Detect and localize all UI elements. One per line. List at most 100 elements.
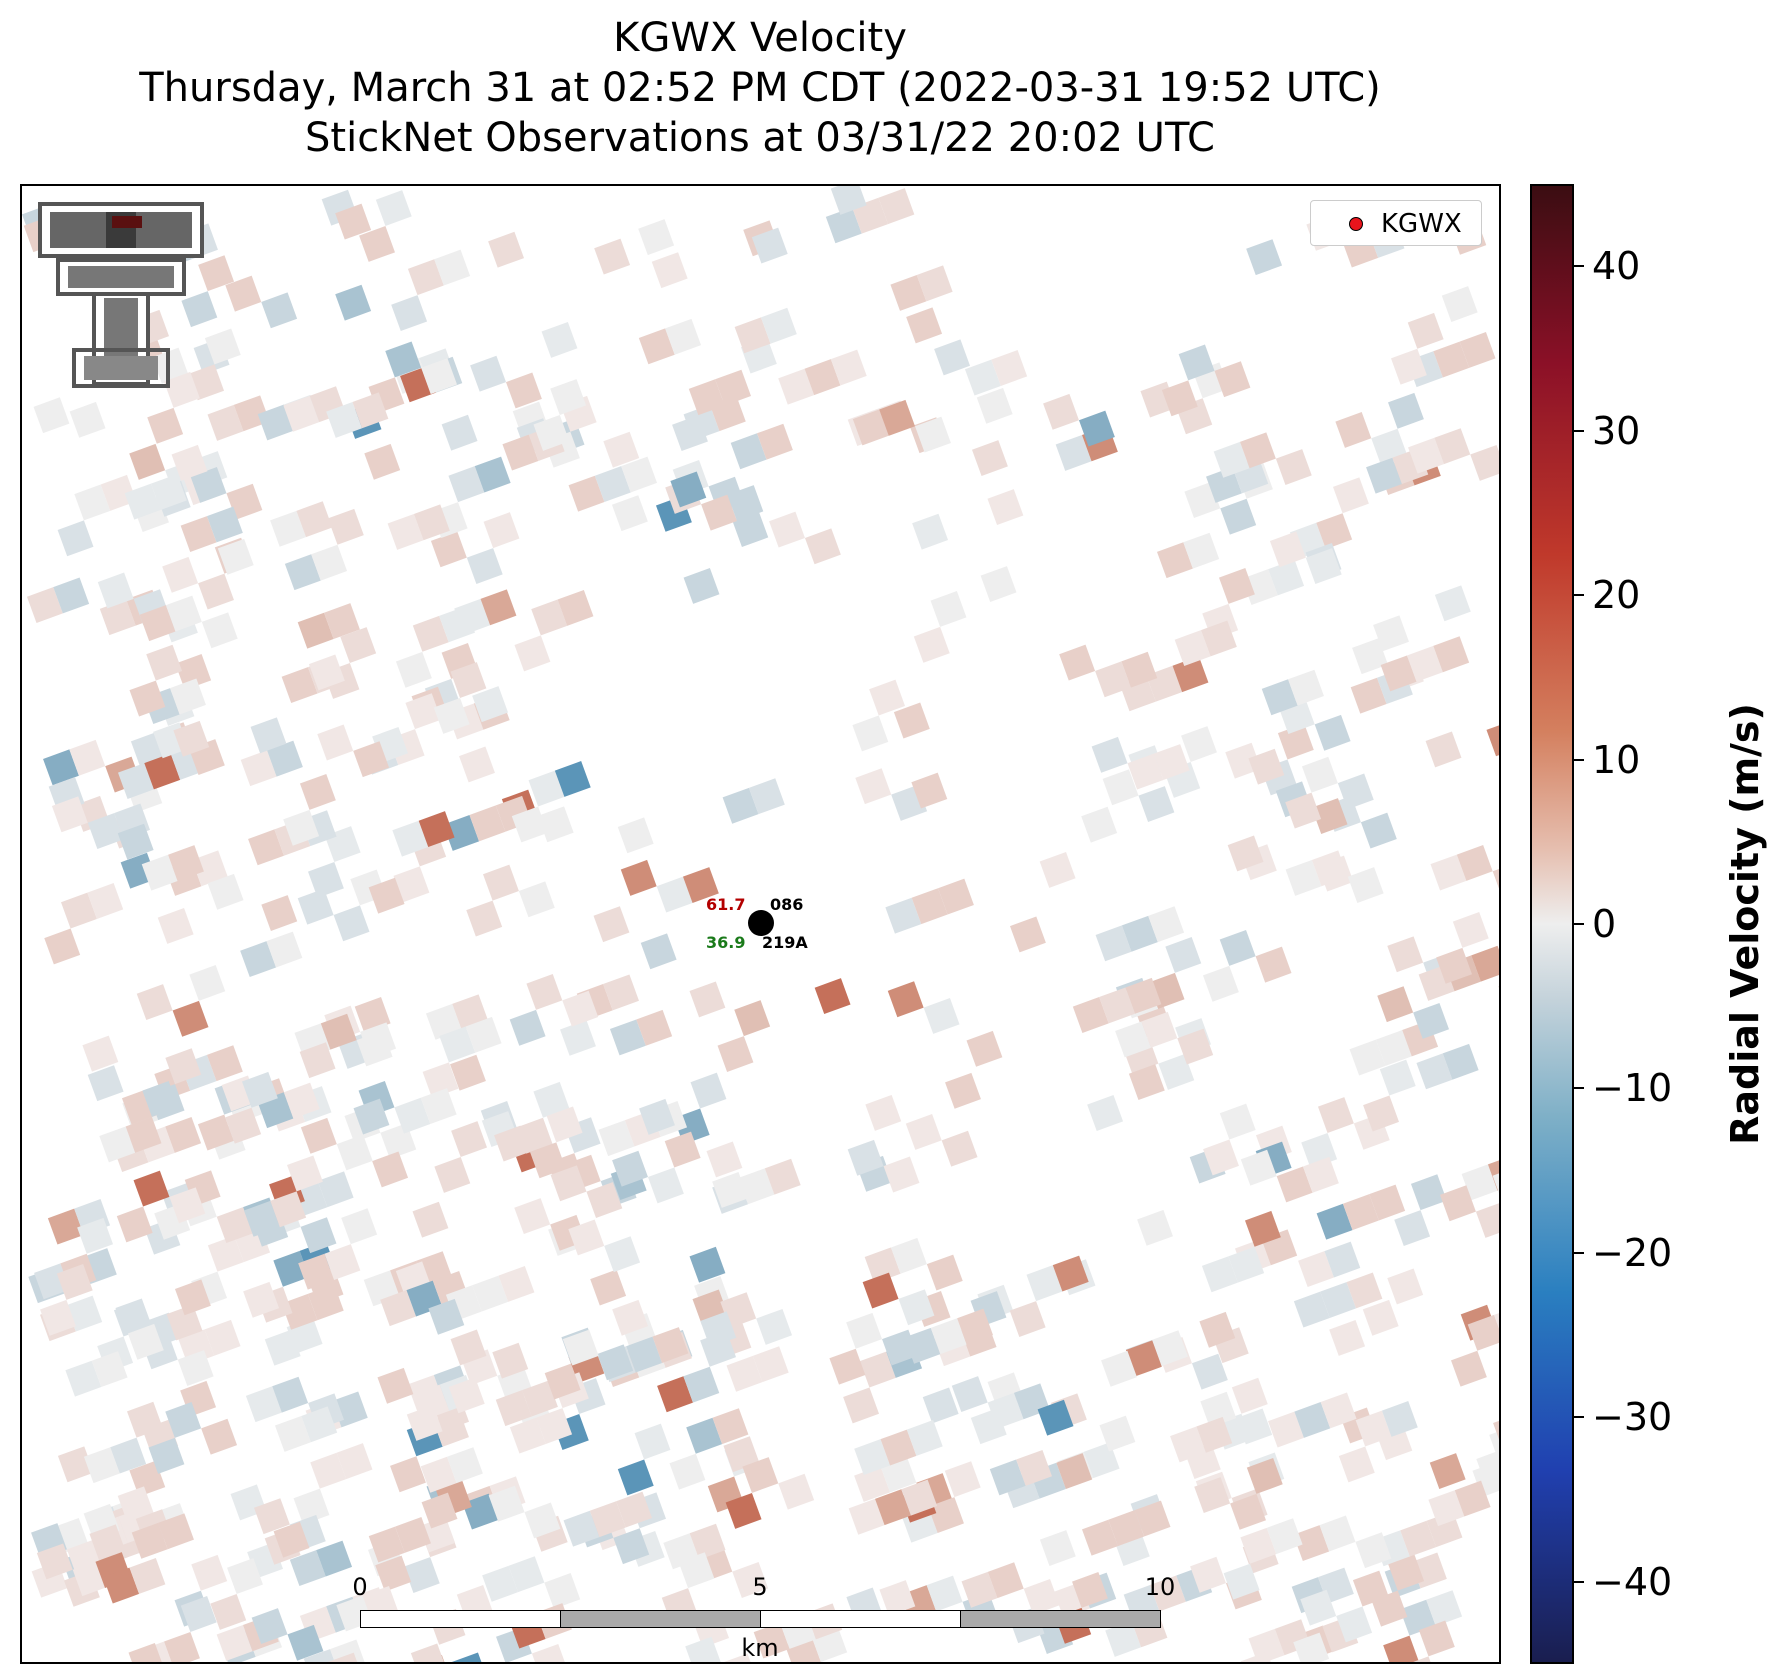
velocity-cell [509, 1009, 546, 1046]
velocity-cell [1454, 1480, 1491, 1517]
velocity-cell [509, 1417, 546, 1454]
velocity-cell [682, 867, 719, 903]
scale-segment [360, 1610, 561, 1628]
velocity-cell [1152, 1330, 1188, 1367]
velocity-cell [1072, 1572, 1108, 1608]
velocity-cell [1332, 477, 1369, 514]
colorbar-tick [1574, 594, 1584, 597]
velocity-cell [162, 556, 199, 593]
velocity-cell [421, 1492, 458, 1529]
velocity-cell [906, 307, 943, 344]
velocity-cell [941, 1130, 978, 1167]
velocity-cell [1428, 1490, 1465, 1527]
velocity-cell [225, 1107, 262, 1144]
velocity-cell [1434, 585, 1471, 622]
velocity-cell [528, 770, 565, 807]
velocity-cell [1436, 947, 1473, 984]
velocity-cell [730, 433, 767, 470]
velocity-cell [129, 443, 166, 480]
velocity-cell [531, 599, 568, 636]
velocity-cell [1148, 906, 1185, 943]
velocity-cell [855, 768, 892, 805]
velocity-cell [394, 1097, 431, 1134]
velocity-cell [125, 1116, 162, 1153]
velocity-cell [652, 1327, 689, 1363]
velocity-cell [177, 1350, 214, 1386]
colorbar-tick-label: 40 [1592, 244, 1641, 289]
velocity-cell [87, 883, 124, 919]
velocity-cell [1492, 861, 1499, 898]
velocity-cell [1486, 720, 1499, 757]
velocity-cell [1425, 731, 1462, 768]
velocity-cell [166, 1304, 203, 1341]
velocity-cell [1156, 542, 1193, 579]
velocity-cell [133, 1170, 170, 1207]
velocity-cell [976, 387, 1013, 424]
colorbar-label: Radial Velocity (m/s) [1723, 703, 1767, 1145]
velocity-cell [778, 1473, 815, 1510]
legend-label: KGWX [1381, 209, 1462, 239]
velocity-cell [172, 1000, 209, 1037]
velocity-cell [905, 1114, 942, 1150]
velocity-cell [880, 1429, 917, 1466]
velocity-cell [1311, 798, 1348, 834]
velocity-cell [1360, 812, 1397, 849]
velocity-cell [428, 1298, 465, 1335]
velocity-cell [1408, 437, 1444, 474]
velocity-cell [1095, 925, 1132, 962]
velocity-cell [1475, 1202, 1499, 1238]
radar-velocity-map[interactable] [20, 184, 1501, 1664]
velocity-cell [640, 933, 677, 970]
velocity-cell [353, 741, 390, 778]
velocity-cell [425, 1003, 462, 1040]
velocity-cell [1241, 569, 1278, 606]
scale-tick-5: 5 [752, 1573, 768, 1601]
velocity-cell [1200, 1391, 1237, 1428]
velocity-cell [678, 1552, 715, 1589]
velocity-cell [1236, 1408, 1273, 1445]
velocity-cell [375, 1555, 412, 1592]
velocity-cell [191, 850, 228, 887]
velocity-cell [320, 1013, 357, 1050]
velocity-cell [1138, 786, 1175, 822]
velocity-cell [324, 603, 360, 640]
velocity-cell [1275, 449, 1312, 485]
velocity-cell [226, 483, 263, 520]
velocity-cell [1203, 1139, 1239, 1176]
velocity-cell [443, 815, 480, 851]
velocity-cell [923, 998, 960, 1034]
velocity-cell [190, 466, 227, 503]
velocity-cell [748, 778, 785, 815]
velocity-cell [756, 423, 793, 460]
velocity-cell [310, 1452, 347, 1489]
velocity-cell [590, 1269, 627, 1306]
velocity-cell [1298, 1251, 1334, 1288]
velocity-cell [706, 1141, 743, 1178]
velocity-cell [1181, 726, 1217, 762]
velocity-cell [689, 1246, 726, 1283]
velocity-cell [651, 252, 688, 289]
velocity-cell [636, 1009, 673, 1046]
velocity-cell [126, 1401, 163, 1438]
velocity-cell [1172, 656, 1209, 693]
velocity-cell [911, 772, 948, 809]
velocity-cell [1293, 1291, 1330, 1328]
velocity-cell [197, 1114, 234, 1151]
velocity-cell [1346, 1272, 1383, 1309]
velocity-cell [1320, 1282, 1357, 1318]
velocity-cell [372, 1151, 409, 1188]
velocity-cell [769, 511, 805, 548]
velocity-cell [971, 440, 1008, 477]
velocity-cell [683, 1366, 720, 1403]
velocity-cell [299, 1042, 336, 1079]
sticknet-station-marker[interactable] [748, 910, 774, 936]
velocity-cell [273, 1521, 310, 1558]
velocity-cell [893, 702, 930, 739]
velocity-cell [598, 1120, 635, 1157]
velocity-cell [240, 750, 277, 787]
velocity-cell [1016, 1449, 1053, 1486]
velocity-cell [1441, 286, 1478, 322]
scale-bar: 0 5 10 km [352, 1573, 1175, 1664]
velocity-cell [327, 1652, 364, 1662]
velocity-cell [1200, 620, 1237, 657]
